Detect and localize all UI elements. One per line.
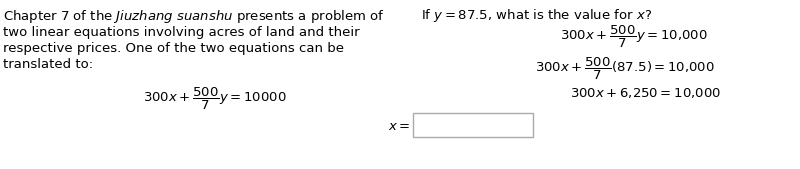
Text: If $y = 87.5$, what is the value for $x$?: If $y = 87.5$, what is the value for $x$… bbox=[421, 7, 652, 24]
Text: two linear equations involving acres of land and their: two linear equations involving acres of … bbox=[3, 26, 360, 39]
Text: Chapter 7 of the $\it{Jiuzhang\ suanshu}$ presents a problem of: Chapter 7 of the $\it{Jiuzhang\ suanshu}… bbox=[3, 8, 385, 25]
Text: $300x + 6{,}250 = 10{,}000$: $300x + 6{,}250 = 10{,}000$ bbox=[570, 86, 721, 100]
Text: $x =$: $x =$ bbox=[388, 120, 410, 133]
Text: translated to:: translated to: bbox=[3, 58, 93, 71]
Text: $300x + \dfrac{500}{7}y = 10{,}000$: $300x + \dfrac{500}{7}y = 10{,}000$ bbox=[560, 24, 708, 50]
Text: $300x + \dfrac{500}{7}(87.5) = 10{,}000$: $300x + \dfrac{500}{7}(87.5) = 10{,}000$ bbox=[535, 56, 715, 82]
Text: $300x + \dfrac{500}{7}y = 10000$: $300x + \dfrac{500}{7}y = 10000$ bbox=[143, 86, 287, 112]
Text: respective prices. One of the two equations can be: respective prices. One of the two equati… bbox=[3, 42, 344, 55]
FancyBboxPatch shape bbox=[413, 113, 533, 137]
